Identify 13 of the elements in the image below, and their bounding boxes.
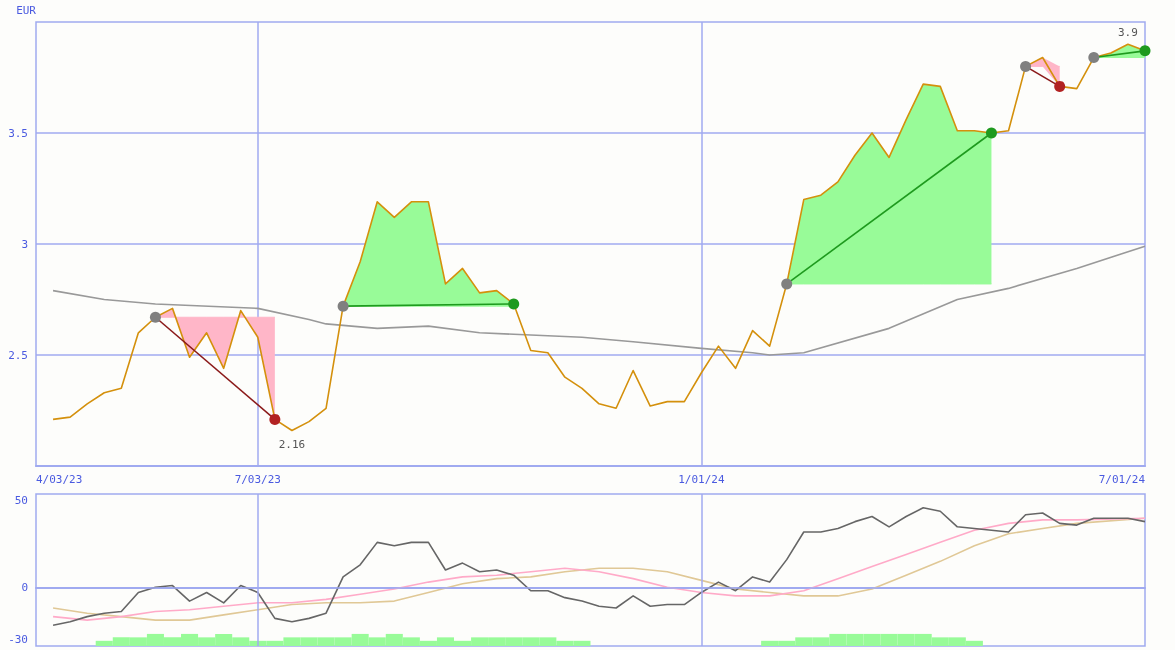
y-tick-label: 2.5: [8, 348, 28, 362]
x-tick-label: 4/03/23: [36, 473, 83, 486]
y-tick-label: 0: [21, 580, 28, 594]
x-tick-label: 1/01/24: [678, 473, 725, 486]
annotation: 2.16: [278, 437, 306, 451]
y-tick-label: 50: [14, 494, 28, 508]
y-tick-label: 3: [21, 237, 28, 251]
y-tick-label: 3.5: [8, 126, 28, 140]
annotation: 3.9: [1118, 25, 1138, 39]
y-tick-label: -30: [8, 632, 28, 646]
y-axis-title: EUR: [16, 4, 37, 17]
x-tick-label: 7/03/23: [234, 473, 281, 486]
x-tick-label: 7/01/24: [1098, 473, 1146, 486]
